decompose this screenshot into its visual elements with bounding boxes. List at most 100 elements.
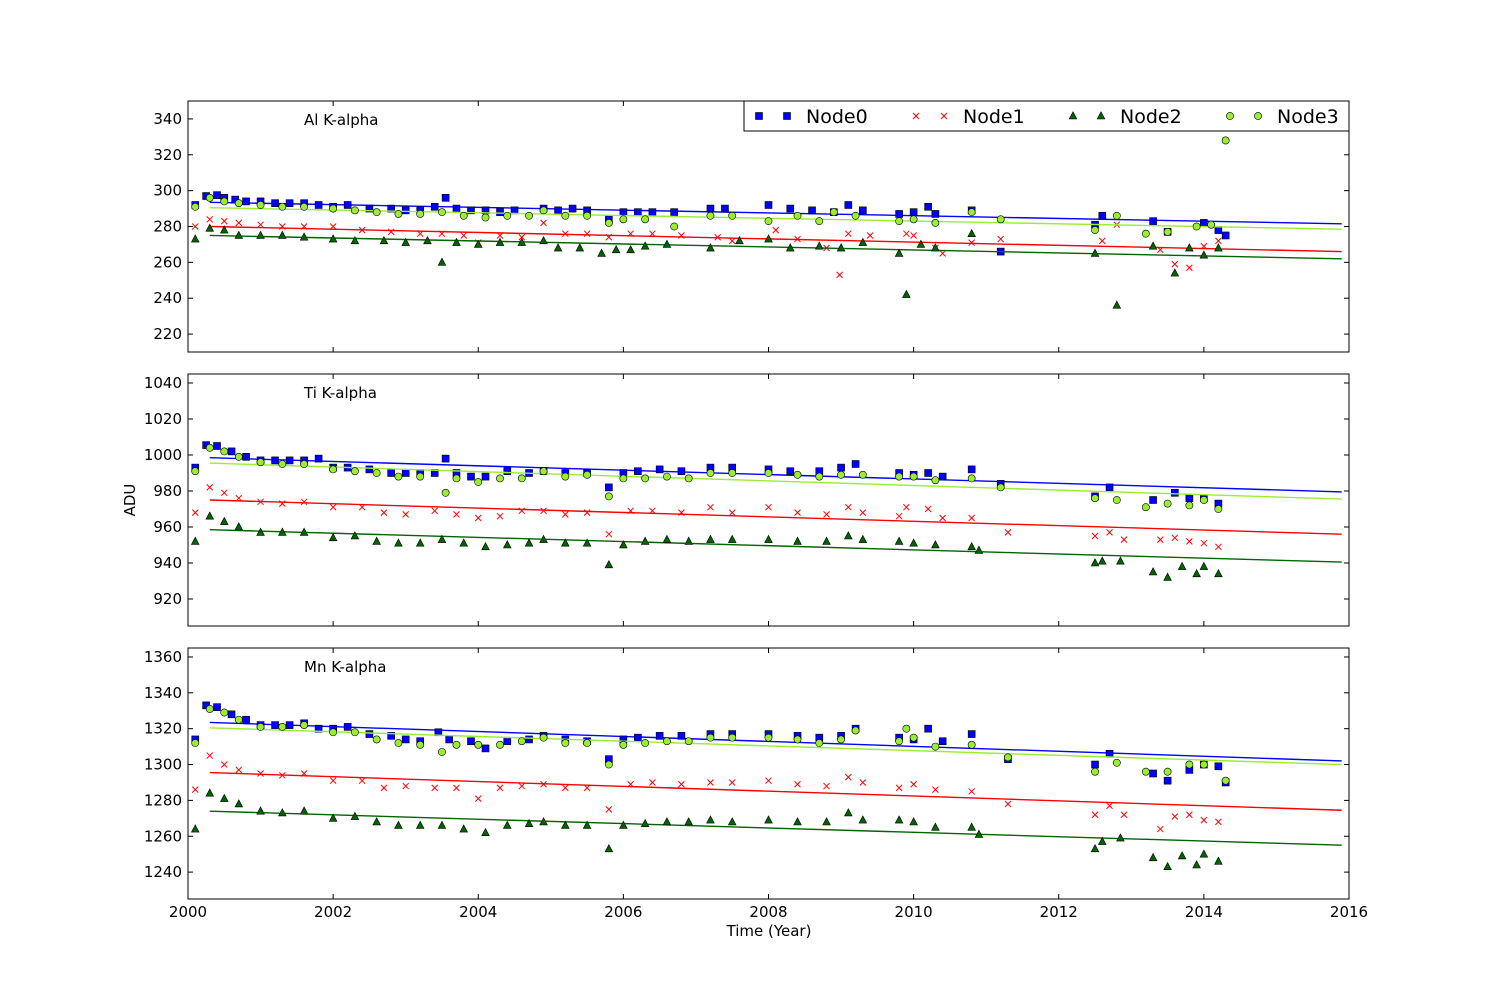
data-point: [539, 534, 548, 543]
data-point: [1214, 762, 1223, 771]
data-point: [931, 822, 940, 831]
data-point: [1215, 543, 1222, 551]
y-tick-label: 1240: [144, 863, 182, 881]
data-point: [858, 534, 868, 543]
data-point: [518, 233, 526, 241]
data-point: [445, 735, 454, 744]
y-tick-label: 300: [153, 182, 182, 200]
data-point: [794, 509, 801, 516]
data-point: [967, 730, 976, 738]
data-point: [619, 474, 628, 483]
data-point: [437, 820, 447, 829]
data-point: [611, 244, 621, 254]
data-point: [678, 509, 685, 516]
data-point: [452, 474, 461, 483]
data-point: [431, 507, 439, 515]
data-point: [242, 452, 250, 461]
data-point: [561, 784, 569, 792]
data-point: [640, 241, 650, 250]
data-point: [460, 232, 468, 239]
data-point: [401, 237, 410, 246]
data-point: [931, 476, 940, 485]
data-point: [437, 257, 447, 266]
data-point: [278, 460, 287, 468]
data-point: [278, 722, 287, 731]
data-point: [387, 204, 395, 213]
data-point: [794, 235, 801, 243]
data-point: [662, 817, 672, 826]
data-point: [967, 474, 976, 483]
data-point: [968, 788, 976, 795]
data-point: [459, 211, 468, 220]
data-point: [974, 545, 984, 554]
y-tick-label: 1360: [144, 648, 182, 666]
data-point: [649, 507, 656, 515]
data-point: [278, 202, 287, 211]
data-point: [604, 559, 614, 569]
data-point: [234, 230, 244, 239]
data-point: [300, 770, 308, 777]
data-point: [1163, 776, 1172, 785]
x-tick-label: 2004: [459, 903, 497, 921]
data-point: [728, 779, 736, 786]
series-node2: [190, 223, 1342, 309]
data-point: [822, 817, 831, 826]
data-point: [619, 215, 628, 224]
legend-label: Node3: [1277, 106, 1339, 128]
legend-marker: [755, 112, 763, 120]
data-point: [350, 728, 359, 737]
data-point: [793, 211, 802, 220]
data-point: [430, 202, 439, 211]
data-point: [235, 219, 243, 227]
data-point: [206, 215, 214, 223]
data-point: [663, 737, 671, 746]
data-point: [1214, 505, 1223, 513]
data-point: [220, 447, 229, 456]
data-point: [452, 204, 461, 213]
data-point: [814, 241, 824, 250]
data-point: [583, 230, 591, 238]
data-point: [859, 206, 867, 215]
legend-marker: [1226, 112, 1234, 120]
data-point: [627, 230, 634, 238]
data-point: [1091, 811, 1099, 819]
data-point: [996, 215, 1005, 224]
y-tick-label: 260: [153, 253, 182, 271]
data-point: [300, 223, 308, 230]
data-point: [931, 742, 940, 751]
data-point: [648, 208, 657, 216]
data-point: [220, 197, 229, 206]
data-point: [706, 733, 715, 742]
data-point: [503, 737, 512, 746]
data-point: [242, 197, 250, 206]
data-point: [764, 469, 773, 477]
data-point: [350, 467, 359, 476]
data-point: [503, 467, 512, 476]
data-point: [219, 516, 229, 525]
data-point: [227, 710, 236, 719]
data-point: [967, 541, 976, 551]
legend-label: Node2: [1120, 106, 1182, 128]
data-point: [793, 470, 802, 479]
panel-annotation: Al K-alpha: [304, 111, 378, 129]
trend-line: [209, 234, 1342, 260]
data-point: [1106, 529, 1113, 536]
data-point: [619, 540, 628, 549]
data-point: [358, 503, 366, 511]
data-point: [627, 507, 634, 515]
data-point: [213, 191, 221, 199]
data-point: [909, 538, 918, 547]
data-point: [561, 230, 569, 238]
data-point: [299, 527, 309, 536]
data-point: [524, 818, 534, 828]
data-point: [219, 225, 229, 234]
data-point: [678, 232, 685, 239]
data-point: [583, 739, 591, 747]
data-point: [474, 514, 482, 522]
y-tick-label: 240: [153, 289, 182, 307]
data-point: [604, 492, 613, 501]
data-point: [453, 784, 460, 792]
data-point: [394, 820, 403, 829]
data-point: [851, 460, 860, 468]
data-point: [191, 202, 200, 211]
